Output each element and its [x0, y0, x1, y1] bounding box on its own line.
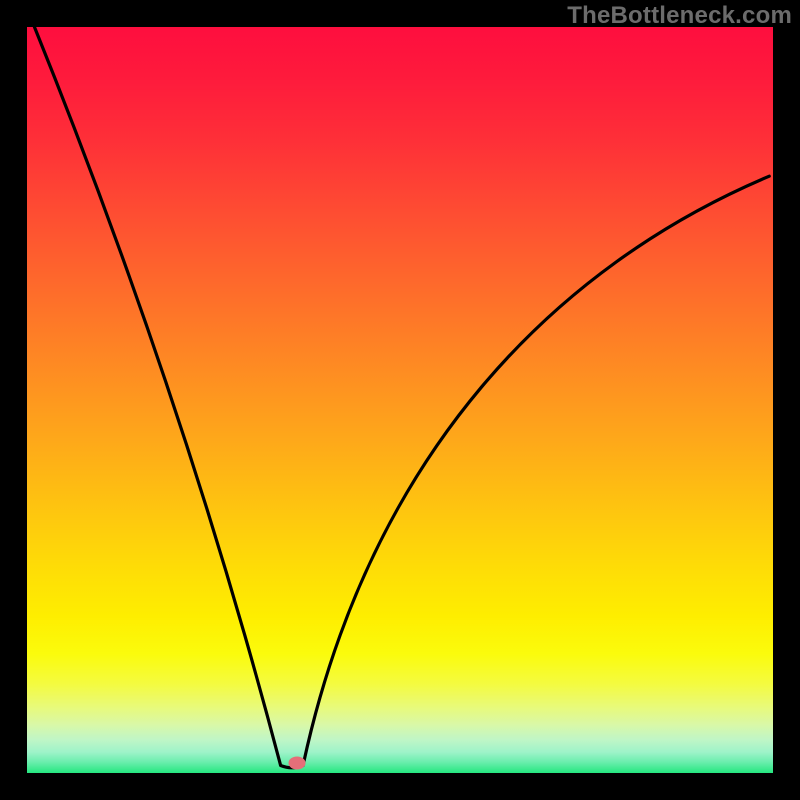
- bottleneck-curve-path: [34, 27, 769, 768]
- optimal-point-marker: [289, 756, 306, 769]
- bottleneck-curve: [0, 0, 800, 800]
- chart-container: TheBottleneck.com: [0, 0, 800, 800]
- watermark-text: TheBottleneck.com: [567, 2, 792, 30]
